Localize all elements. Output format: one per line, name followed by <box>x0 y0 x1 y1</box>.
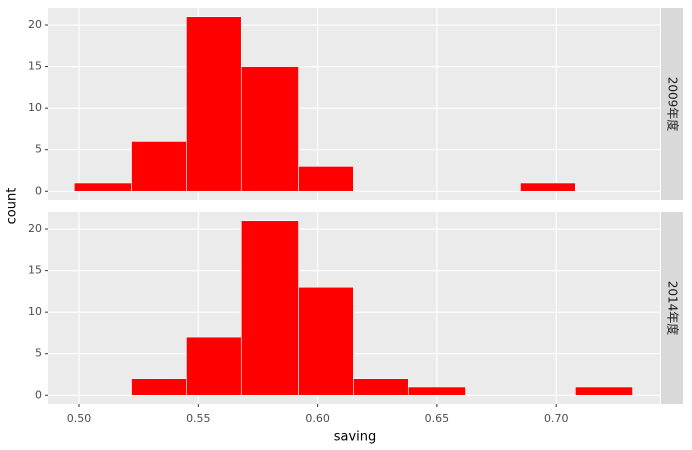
y-tick-label: 20 <box>28 18 42 31</box>
bar <box>240 66 299 192</box>
x-axis-label: saving <box>334 430 377 445</box>
y-axis-label: count <box>5 188 20 225</box>
bar <box>73 182 132 192</box>
x-tick-label: 0.55 <box>186 412 211 425</box>
x-tick-label: 0.50 <box>67 412 92 425</box>
x-tick-label: 0.65 <box>425 412 450 425</box>
y-tick-label: 20 <box>28 222 42 235</box>
x-tick-label: 0.60 <box>305 412 330 425</box>
y-tick-label: 15 <box>28 264 42 277</box>
bar <box>407 386 466 396</box>
bar <box>298 286 354 396</box>
x-tick-label: 0.70 <box>544 412 569 425</box>
y-tick-label: 10 <box>28 305 42 318</box>
bar <box>520 182 576 192</box>
y-tick-label: 5 <box>35 143 42 156</box>
y-tick-label: 10 <box>28 101 42 114</box>
y-tick-label: 0 <box>35 184 42 197</box>
bar <box>298 166 354 192</box>
y-tick-label: 5 <box>35 347 42 360</box>
bar <box>186 16 242 192</box>
bar <box>240 220 299 396</box>
facet-label: 2009年度 <box>666 77 681 132</box>
y-tick-label: 15 <box>28 60 42 73</box>
bar <box>186 336 242 396</box>
facet-strip <box>661 212 683 404</box>
facet-strip <box>661 8 683 200</box>
y-tick-label: 0 <box>35 388 42 401</box>
panel-background <box>48 212 660 404</box>
bar <box>131 141 187 192</box>
bar <box>131 378 187 396</box>
bar <box>353 378 409 396</box>
bar <box>574 386 633 396</box>
facet-label: 2014年度 <box>666 281 681 336</box>
